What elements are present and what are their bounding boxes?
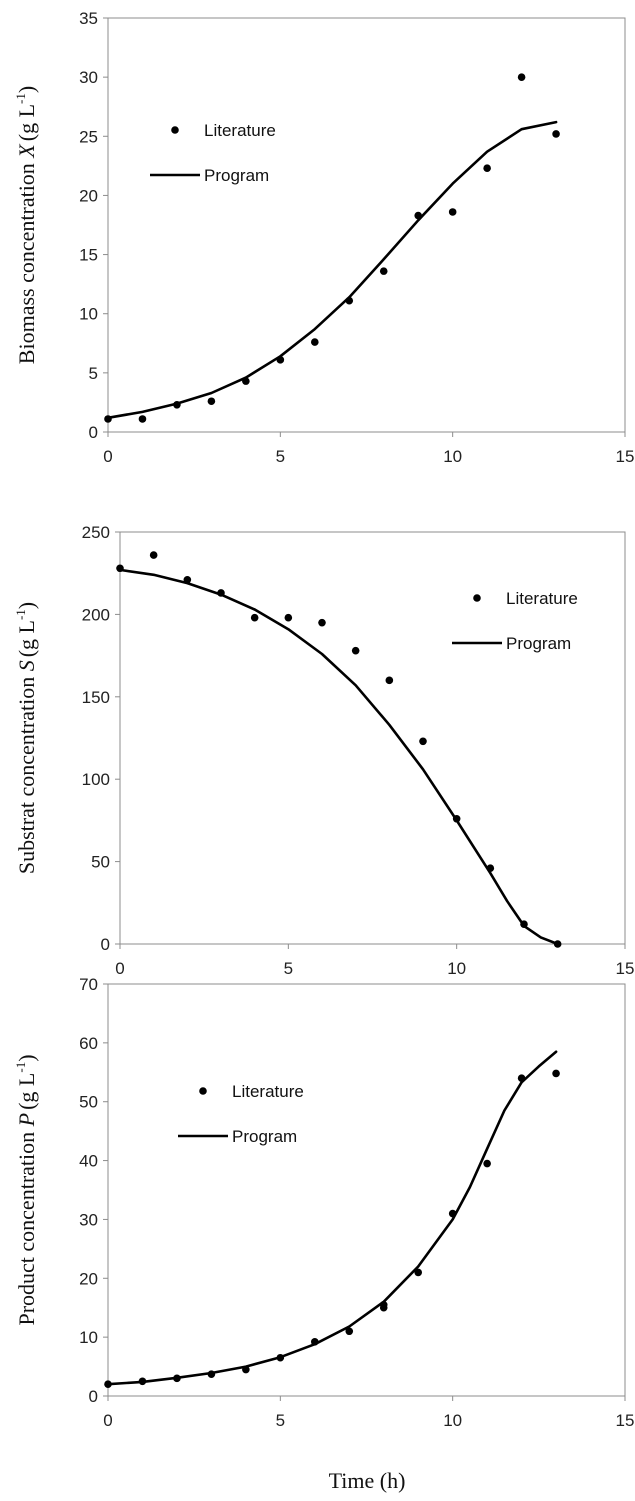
data-point-literature <box>552 130 560 138</box>
plot-area-border <box>107 17 626 433</box>
x-tick-label: 10 <box>443 1411 462 1430</box>
x-tick-label: 0 <box>115 959 124 978</box>
data-point-literature <box>448 208 457 216</box>
legend-marker-literature <box>199 1087 207 1095</box>
data-point-literature <box>483 1159 491 1168</box>
y-tick-label: 250 <box>82 523 110 542</box>
y-tick-label: 25 <box>79 127 98 146</box>
y-axis-title-exponent: -1 <box>13 93 28 104</box>
data-point-literature <box>345 1327 354 1336</box>
y-axis-title-text: Product concentration <box>14 1126 39 1325</box>
data-point-literature <box>311 338 319 346</box>
data-point-literature <box>207 397 216 406</box>
y-tick-label: 100 <box>82 770 110 789</box>
y-tick-label: 20 <box>79 186 98 205</box>
legend-label: Program <box>204 166 269 185</box>
plot-area-border <box>119 531 626 945</box>
y-axis-title-symbol: P <box>14 1113 39 1127</box>
y-tick-label: 10 <box>79 305 98 324</box>
data-point-literature <box>414 1268 423 1277</box>
x-tick-label: 10 <box>443 447 462 466</box>
legend-marker-literature <box>473 594 481 602</box>
legend: Literature Program <box>150 121 276 185</box>
y-tick-label: 200 <box>82 605 110 624</box>
data-point-literature <box>552 1069 560 1078</box>
y-axis-title-unit: (g L <box>14 1073 39 1110</box>
y-tick-label: 70 <box>79 975 98 994</box>
x-axis-title: Time (h) <box>329 1468 406 1493</box>
y-tick-label: 35 <box>79 9 98 28</box>
data-point-literature <box>138 415 147 423</box>
series-line-program <box>118 568 560 946</box>
data-point-literature <box>517 73 526 81</box>
y-axis-title-close: ) <box>14 1054 39 1061</box>
y-axis-title-exponent: -1 <box>13 609 28 620</box>
y-tick-label: 5 <box>89 364 98 383</box>
y-tick-label: 30 <box>79 1210 98 1229</box>
y-axis-title-close: ) <box>14 86 39 93</box>
y-tick-label: 60 <box>79 1034 98 1053</box>
x-tick-label: 15 <box>616 959 635 978</box>
x-tick-label: 15 <box>616 1411 635 1430</box>
data-point-literature <box>379 267 388 275</box>
y-tick-label: 0 <box>89 423 98 442</box>
legend-label: Literature <box>204 121 276 140</box>
y-axis-title-unit: (g L <box>14 620 39 657</box>
data-point-literature <box>483 164 491 173</box>
legend: Literature Program <box>452 589 578 653</box>
data-point-literature <box>351 646 360 655</box>
chart-panel-1: 0 5 10 15 20 25 30 35 0 5 10 15 Biomass concentratio… <box>13 9 634 466</box>
x-tick-label: 5 <box>276 1411 285 1430</box>
y-axis-title-text: Substrat concentration <box>14 671 39 874</box>
y-tick-label: 30 <box>79 68 98 87</box>
x-tick-label: 0 <box>103 447 112 466</box>
chart-panel-2: 0 50 100 150 200 250 0 5 10 15 Substrat concentrat… <box>13 523 634 978</box>
legend-label: Literature <box>506 589 578 608</box>
legend-label: Program <box>232 1127 297 1146</box>
y-axis-title: Biomass concentration X (g L-1) <box>13 86 39 364</box>
y-axis-title: Product concentration P (g L-1) <box>13 1054 39 1325</box>
x-tick-label: 15 <box>616 447 635 466</box>
y-tick-label: 50 <box>79 1093 98 1112</box>
data-point-literature <box>149 551 158 559</box>
legend: Literature Program <box>178 1082 304 1146</box>
legend-marker-literature <box>171 126 179 134</box>
plot-area-border <box>107 983 626 1397</box>
y-tick-label: 40 <box>79 1152 98 1171</box>
data-point-literature <box>250 613 259 622</box>
data-point-literature <box>284 613 293 622</box>
y-tick-label: 20 <box>79 1269 98 1288</box>
legend-label: Literature <box>232 1082 304 1101</box>
legend-label: Program <box>506 634 571 653</box>
y-tick-label: 150 <box>82 688 110 707</box>
data-point-literature <box>419 737 427 746</box>
x-tick-label: 0 <box>103 1411 112 1430</box>
series-line-program <box>106 1050 558 1386</box>
y-tick-label: 50 <box>91 853 110 872</box>
y-axis-title-text: Biomass concentration <box>14 158 39 365</box>
x-tick-label: 5 <box>276 447 285 466</box>
y-tick-label: 10 <box>79 1328 98 1347</box>
y-axis-title-unit: (g L <box>14 104 39 141</box>
series-line-program <box>106 120 558 420</box>
y-axis-title-close: ) <box>14 602 39 609</box>
y-axis-title-symbol: X <box>14 143 39 159</box>
y-tick-label: 15 <box>79 246 98 265</box>
data-point-literature <box>318 618 326 627</box>
x-tick-label: 5 <box>284 959 293 978</box>
data-point-literature <box>385 676 394 685</box>
x-tick-label: 10 <box>447 959 466 978</box>
y-axis-title-symbol: S <box>14 660 39 671</box>
y-axis-title-exponent: -1 <box>13 1062 28 1073</box>
y-axis-title: Substrat concentration S (g L-1) <box>13 602 39 874</box>
chart-panel-3: 0 10 20 30 40 50 60 70 0 5 10 15 Product concentrati… <box>13 975 634 1430</box>
y-tick-label: 0 <box>89 1387 98 1406</box>
y-tick-label: 0 <box>101 935 110 954</box>
